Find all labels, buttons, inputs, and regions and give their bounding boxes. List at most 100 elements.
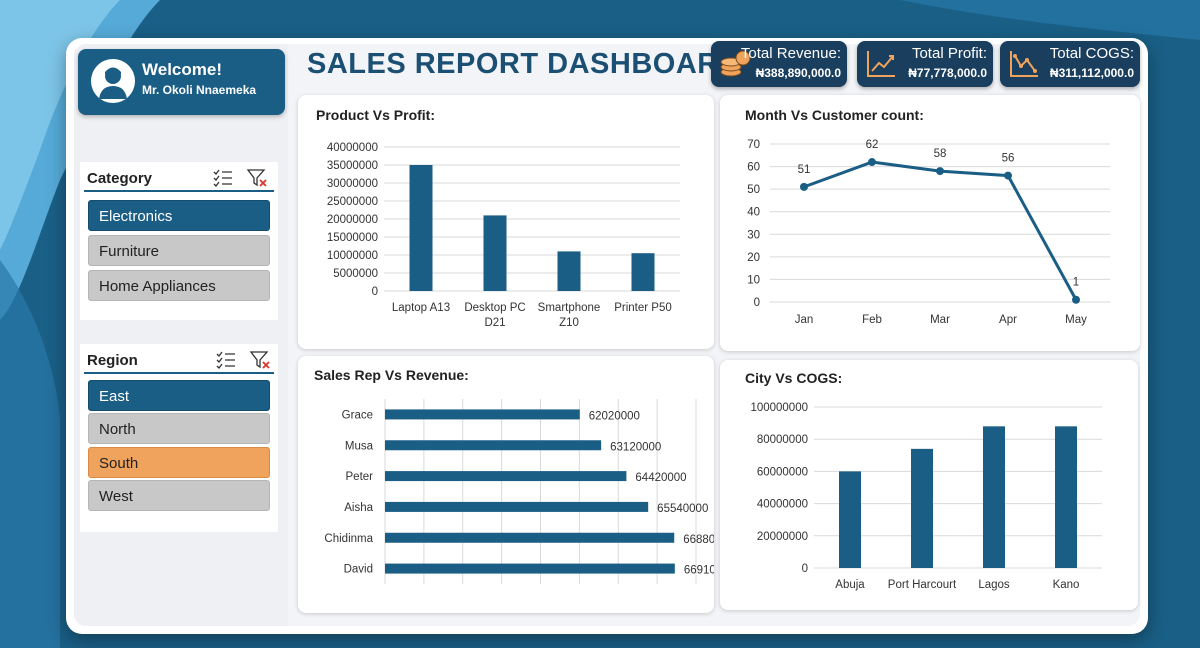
x-tick-label: Printer P50 (614, 302, 672, 314)
trend-down-icon (1010, 51, 1038, 77)
x-tick-label: Jan (795, 314, 814, 326)
data-point (936, 167, 944, 176)
y-tick-label: 20000000 (327, 214, 378, 226)
x-tick-label: Abuja (835, 579, 865, 591)
city-cogs-chart-card: City Vs COGS: 0 20000000 40000000 60000000 8… (720, 360, 1138, 610)
page-title: SALES REPORT DASHBOARD (307, 48, 741, 80)
y-tick-label: 60 (747, 162, 760, 174)
x-tick-label: Desktop PC (464, 302, 525, 314)
data-label: 62020000 (589, 410, 640, 422)
x-tick-label: Apr (999, 314, 1017, 326)
sidebar (74, 44, 288, 626)
category-slicer-header: Category (84, 162, 274, 192)
y-tick-label: Peter (346, 471, 374, 483)
month-customer-chart-title: Month Vs Customer count: (745, 107, 924, 123)
x-tick-label: Laptop A13 (392, 302, 450, 314)
y-tick-label: 35000000 (327, 160, 378, 172)
y-tick-label: 40 (747, 207, 760, 219)
y-tick-label: 40000000 (757, 499, 808, 511)
bar (409, 165, 433, 291)
salesrep-revenue-chart-card: Sales Rep Vs Revenue: Grace 62020000 Musa 6… (298, 356, 714, 613)
data-label: 56 (1002, 153, 1015, 165)
x-tick-label: Smartphone (538, 302, 601, 314)
multi-select-icon[interactable] (212, 168, 234, 188)
category-slicer: Category Electronics Furniture Home Appl… (80, 162, 278, 320)
salesrep-revenue-chart-title: Sales Rep Vs Revenue: (314, 367, 469, 383)
category-electronics[interactable]: Electronics (88, 200, 270, 231)
x-tick-label: Feb (862, 314, 882, 326)
region-north[interactable]: North (88, 413, 270, 444)
category-furniture[interactable]: Furniture (88, 235, 270, 266)
bar (385, 440, 602, 451)
product-profit-chart-card: Product Vs Profit: 0 5000000 10000000 15000… (298, 95, 714, 349)
bar (839, 471, 861, 568)
clear-filter-icon[interactable] (246, 168, 268, 188)
trend-up-icon (867, 51, 895, 77)
y-tick-label: 100000000 (750, 402, 808, 414)
welcome-card: Welcome! Mr. Okoli Nnaemeka (78, 49, 285, 115)
bar (483, 215, 507, 291)
y-tick-label: 40000000 (327, 142, 378, 154)
x-tick-label: Kano (1053, 579, 1080, 591)
data-label: 63120000 (610, 441, 661, 453)
product-profit-chart: 0 5000000 10000000 15000000 20000000 25000000… (327, 142, 680, 329)
user-avatar-icon (91, 59, 135, 103)
region-west[interactable]: West (88, 480, 270, 511)
x-tick-label: Port Harcourt (888, 579, 957, 591)
city-cogs-chart-title: City Vs COGS: (745, 370, 843, 386)
y-tick-label: 70 (747, 139, 760, 151)
y-tick-label: 15000000 (327, 232, 378, 244)
multi-select-icon[interactable] (215, 350, 237, 370)
data-label: 1 (1073, 277, 1079, 289)
y-tick-label: Aisha (344, 502, 373, 514)
kpi-total-profit: Total Profit: ₦77,778,000.0 (857, 41, 993, 87)
category-slicer-title: Category (87, 170, 153, 187)
bar (983, 426, 1005, 568)
region-south[interactable]: South (88, 447, 270, 478)
kpi-revenue-label: Total Revenue: (740, 45, 841, 62)
coins-icon (720, 50, 751, 77)
y-tick-label: David (344, 564, 373, 576)
user-name: Mr. Okoli Nnaemeka (142, 83, 257, 97)
welcome-title: Welcome! (142, 60, 222, 79)
city-cogs-chart: 0 20000000 40000000 60000000 80000000 1000000… (750, 402, 1102, 591)
data-label: 66910000 (684, 565, 714, 577)
region-east[interactable]: East (88, 380, 270, 411)
bar (385, 409, 580, 420)
kpi-profit-label: Total Profit: (911, 45, 987, 62)
y-tick-label: 60000000 (757, 466, 808, 478)
month-customer-chart: 0 10 20 30 40 50 60 70 51 Jan 62 Feb 58 Mar 56 Apr 1 May (747, 139, 1110, 326)
bar (911, 448, 933, 568)
y-tick-label: 50 (747, 184, 760, 196)
y-tick-label: 30000000 (327, 178, 378, 190)
kpi-total-cogs: Total COGS: ₦311,112,000.0 (1000, 41, 1140, 87)
x-tick-label: Mar (930, 314, 950, 326)
y-tick-label: 30 (747, 229, 760, 241)
data-label: 66880000 (683, 534, 714, 546)
product-profit-chart-title: Product Vs Profit: (316, 107, 436, 123)
y-tick-label: 20 (747, 252, 760, 264)
y-tick-label: Musa (345, 440, 374, 452)
y-tick-label: 20000000 (757, 531, 808, 543)
bar (385, 501, 649, 512)
data-point (1004, 171, 1012, 180)
y-tick-label: Chidinma (324, 533, 373, 545)
bar (1055, 426, 1077, 568)
kpi-cogs-value: ₦311,112,000.0 (1049, 66, 1134, 80)
data-point (800, 182, 808, 191)
bar (385, 471, 627, 482)
bar (385, 563, 675, 574)
bar (557, 251, 581, 291)
region-slicer-header: Region (84, 344, 274, 374)
kpi-profit-value: ₦77,778,000.0 (908, 66, 987, 80)
category-home-appliances[interactable]: Home Appliances (88, 270, 270, 301)
data-label: 64420000 (635, 472, 686, 484)
bar (631, 253, 655, 291)
region-slicer: Region East North South West (80, 344, 278, 532)
data-label: 58 (934, 148, 947, 160)
y-tick-label: 0 (802, 563, 808, 575)
y-tick-label: 25000000 (327, 196, 378, 208)
clear-filter-icon[interactable] (249, 350, 271, 370)
data-label: 62 (866, 139, 879, 151)
data-point (868, 158, 876, 167)
